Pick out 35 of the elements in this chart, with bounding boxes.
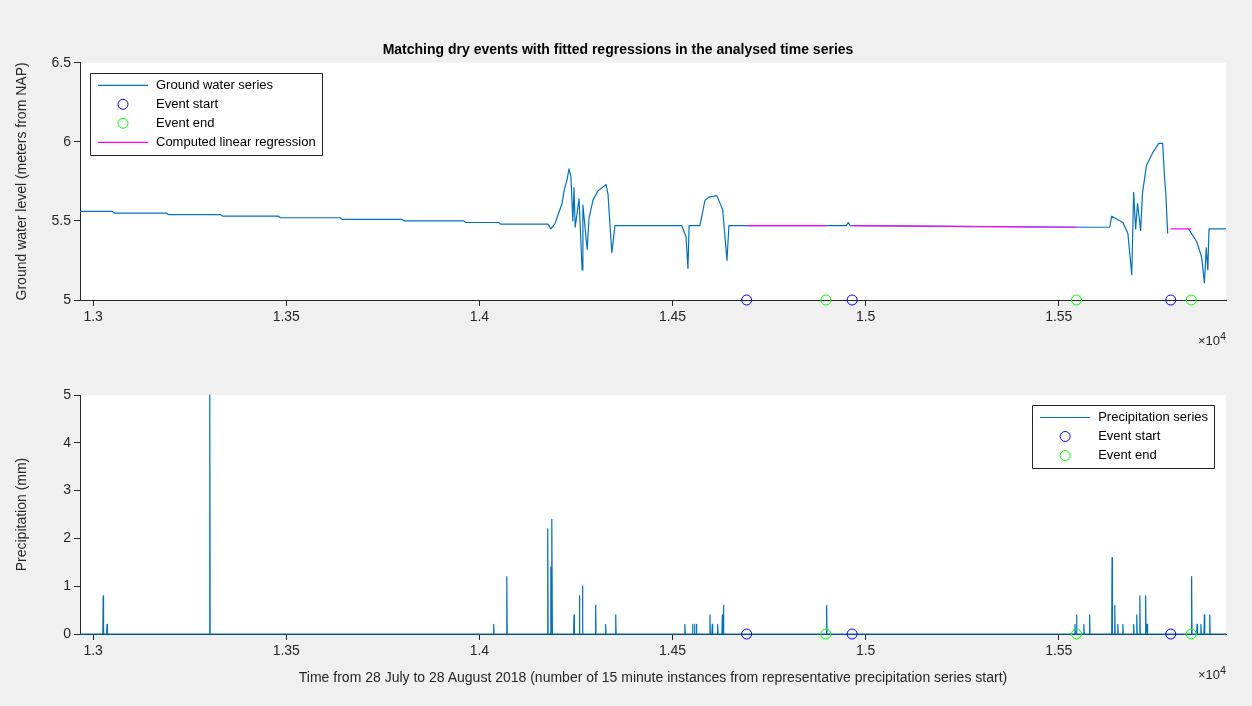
legend-label: Event start	[156, 95, 219, 111]
y-tick-label: 1	[63, 577, 72, 594]
y-tick-label: 0	[63, 624, 72, 641]
x-tick-label: 1.55	[1045, 642, 1073, 659]
y-tick-label: 5.5	[51, 211, 72, 228]
chart-title: Matching dry events with fitted regressions in the analysed time series	[382, 41, 854, 58]
x-tick-label: 1.5	[855, 642, 876, 659]
y-tick-label: 4	[63, 433, 72, 450]
x-tick-label: 1.35	[272, 308, 301, 325]
y-tick-label: 2	[63, 529, 72, 546]
y-tick-label: 5	[63, 385, 72, 402]
y-axis-title: Ground water level (meters from NAP)	[13, 62, 30, 301]
y-axis-title: Precipitation (mm)	[13, 457, 30, 572]
x-tick-label: 1.3	[83, 308, 104, 325]
legend-label: Event end	[1098, 447, 1157, 463]
x-tick-label: 1.55	[1045, 308, 1073, 325]
x-tick-label: 1.3	[83, 642, 104, 659]
x-tick-label: 1.45	[658, 642, 687, 659]
x-tick-label: 1.4	[469, 642, 490, 659]
x-tick-label: 1.45	[658, 308, 687, 325]
x-tick-label: 1.35	[272, 642, 301, 659]
y-tick-label: 6	[63, 132, 72, 149]
legend-label: Computed linear regression	[156, 133, 316, 149]
text: ×10$^{4}$	[1197, 664, 1226, 683]
legend-label: Ground water series	[156, 76, 274, 92]
y-tick-label: 6.5	[51, 53, 72, 70]
x-axis-title: Time from 28 July to 28 August 2018 (number of 15 minute instances from representative precipitation series start)	[298, 669, 1008, 686]
y-tick-label: 5	[63, 290, 72, 307]
y-tick-label: 3	[63, 481, 72, 498]
x-tick-label: 1.4	[469, 308, 490, 325]
legend-label: Event end	[156, 114, 215, 130]
legend-label: Precipitation series	[1098, 409, 1209, 425]
text: ×10$^{4}$	[1197, 330, 1226, 349]
x-tick-label: 1.5	[855, 308, 876, 325]
legend-label: Event start	[1098, 428, 1161, 444]
